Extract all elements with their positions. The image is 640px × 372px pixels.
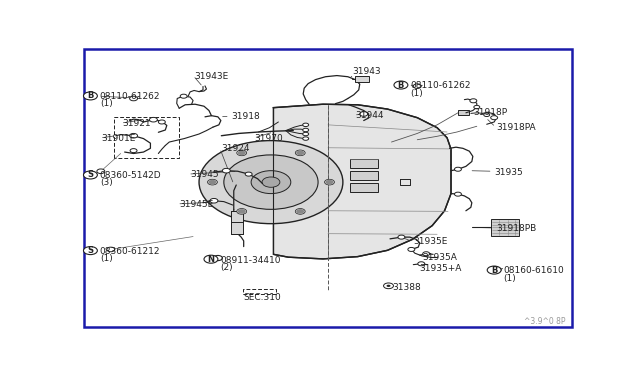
- Text: 31901E: 31901E: [101, 134, 135, 143]
- Text: ^3.9^0 8P: ^3.9^0 8P: [524, 317, 565, 326]
- Circle shape: [222, 169, 230, 173]
- Text: 31945: 31945: [190, 170, 219, 179]
- Bar: [231, 211, 243, 234]
- Circle shape: [129, 134, 138, 138]
- Circle shape: [418, 262, 425, 266]
- Text: 31918PA: 31918PA: [497, 123, 536, 132]
- Text: (1): (1): [100, 99, 113, 108]
- Circle shape: [296, 209, 304, 214]
- Circle shape: [296, 151, 304, 155]
- Text: (1): (1): [410, 89, 423, 97]
- Text: 31944: 31944: [355, 111, 384, 120]
- Circle shape: [423, 252, 429, 256]
- Text: 31918P: 31918P: [474, 108, 508, 117]
- Text: 08110-61262: 08110-61262: [410, 81, 471, 90]
- Circle shape: [213, 256, 222, 261]
- Text: SEC.310: SEC.310: [244, 293, 282, 302]
- Circle shape: [83, 92, 97, 100]
- Circle shape: [303, 128, 308, 132]
- Text: S: S: [88, 170, 93, 179]
- Text: 31918: 31918: [231, 112, 260, 121]
- Circle shape: [454, 192, 461, 196]
- Text: 31388: 31388: [392, 283, 421, 292]
- Circle shape: [394, 81, 408, 89]
- Circle shape: [303, 132, 308, 136]
- Text: (1): (1): [504, 273, 516, 283]
- Text: 31943E: 31943E: [194, 72, 228, 81]
- Circle shape: [413, 84, 421, 89]
- Circle shape: [484, 113, 490, 116]
- Circle shape: [130, 149, 137, 153]
- Polygon shape: [273, 104, 451, 259]
- Circle shape: [295, 150, 305, 156]
- Circle shape: [237, 209, 246, 214]
- Circle shape: [83, 247, 97, 254]
- Circle shape: [470, 99, 477, 103]
- Circle shape: [303, 123, 308, 126]
- Circle shape: [295, 209, 305, 214]
- Text: 31945E: 31945E: [179, 200, 214, 209]
- Circle shape: [324, 179, 335, 185]
- Circle shape: [129, 96, 138, 101]
- Circle shape: [474, 105, 480, 109]
- Text: 31935A: 31935A: [422, 253, 457, 262]
- Bar: [350, 183, 378, 192]
- Circle shape: [237, 151, 246, 155]
- Text: B: B: [87, 92, 93, 100]
- Circle shape: [158, 120, 165, 124]
- Circle shape: [360, 112, 368, 116]
- Text: 08911-34410: 08911-34410: [220, 256, 281, 264]
- Circle shape: [491, 116, 498, 120]
- Text: 31935: 31935: [494, 168, 523, 177]
- Circle shape: [150, 118, 157, 122]
- Circle shape: [398, 235, 405, 239]
- Bar: [491, 219, 520, 236]
- Circle shape: [408, 247, 415, 251]
- Circle shape: [97, 169, 105, 173]
- Bar: [458, 110, 469, 115]
- Text: 08110-61262: 08110-61262: [100, 92, 161, 101]
- Circle shape: [224, 155, 318, 209]
- Circle shape: [107, 247, 115, 252]
- Circle shape: [210, 198, 218, 203]
- Text: 08360-61212: 08360-61212: [100, 247, 161, 256]
- Circle shape: [454, 167, 461, 171]
- Circle shape: [262, 177, 280, 187]
- Circle shape: [251, 171, 291, 193]
- Text: B: B: [397, 80, 404, 90]
- Circle shape: [245, 172, 252, 176]
- Text: (3): (3): [100, 179, 113, 187]
- Text: 31921: 31921: [122, 119, 151, 128]
- Circle shape: [180, 94, 187, 98]
- Text: 31935+A: 31935+A: [420, 264, 462, 273]
- Text: 31918PB: 31918PB: [497, 224, 537, 233]
- Circle shape: [207, 179, 218, 185]
- Text: 31935E: 31935E: [413, 237, 448, 246]
- Circle shape: [492, 267, 501, 272]
- Bar: [350, 171, 378, 180]
- Circle shape: [209, 180, 216, 185]
- Text: S: S: [88, 246, 93, 255]
- Text: N: N: [207, 255, 214, 264]
- Text: 08360-5142D: 08360-5142D: [100, 171, 161, 180]
- Text: 31924: 31924: [221, 144, 250, 153]
- Bar: [350, 158, 378, 168]
- Circle shape: [387, 285, 390, 287]
- Text: (2): (2): [220, 263, 233, 272]
- Text: 08160-61610: 08160-61610: [504, 266, 564, 275]
- Circle shape: [199, 141, 343, 224]
- Text: (1): (1): [100, 254, 113, 263]
- Circle shape: [204, 255, 218, 263]
- Circle shape: [326, 180, 333, 185]
- Text: 31943: 31943: [352, 67, 380, 76]
- Circle shape: [83, 171, 97, 179]
- Bar: [355, 76, 369, 82]
- Circle shape: [303, 137, 308, 140]
- Text: B: B: [491, 266, 497, 275]
- Circle shape: [487, 266, 501, 274]
- Circle shape: [237, 150, 246, 156]
- Text: 31970: 31970: [255, 134, 284, 143]
- Circle shape: [237, 209, 246, 214]
- Circle shape: [383, 283, 394, 289]
